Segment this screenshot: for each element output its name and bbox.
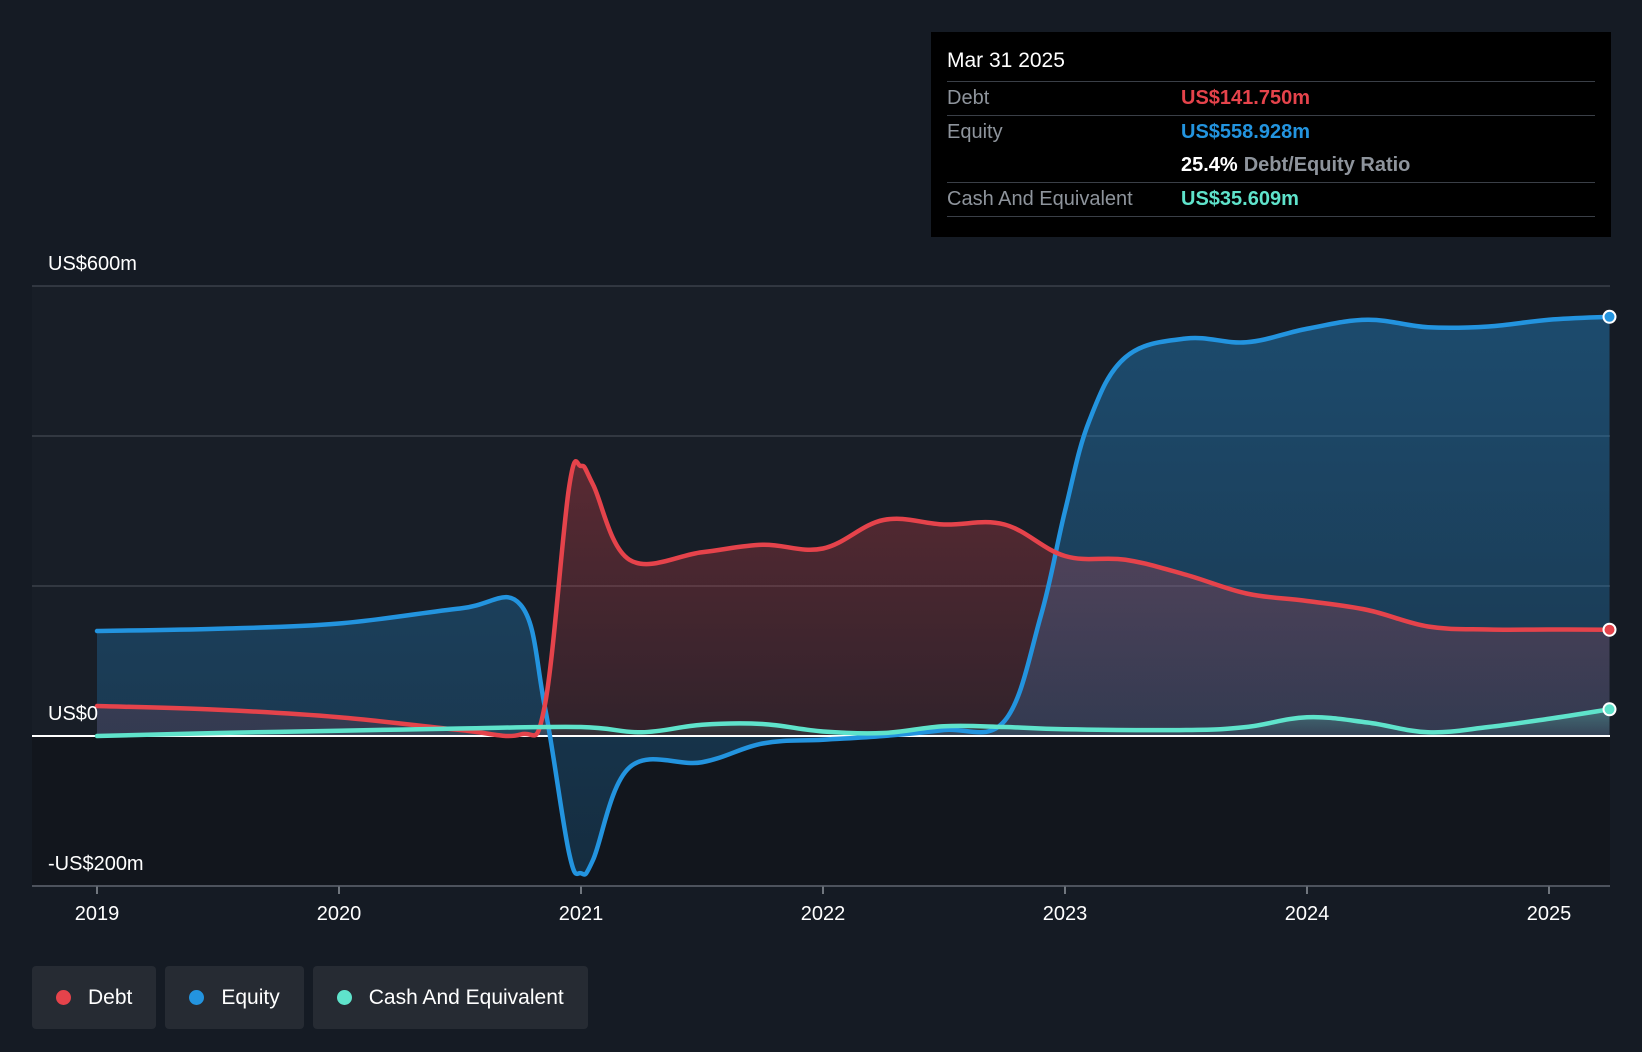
cash-line	[94, 707, 1612, 739]
tooltip-date: Mar 31 2025	[947, 49, 1065, 72]
tooltip-debt-value: US$141.750m	[1181, 87, 1310, 109]
tooltip-ratio-label: Debt/Equity Ratio	[1243, 154, 1411, 176]
legend-debt-label: Debt	[88, 985, 133, 1009]
legend-item-equity[interactable]: Equity	[165, 966, 304, 1029]
negative-region	[32, 736, 1610, 886]
tooltip-equity-row: Equity US$558.928m	[947, 115, 1595, 149]
cash-dot-icon	[336, 990, 352, 1005]
legend-item-cash[interactable]: Cash And Equivalent	[312, 966, 588, 1029]
series-lines	[94, 314, 1612, 877]
data-tooltip: Mar 31 2025 Debt US$141.750m Equity US$5…	[931, 32, 1611, 237]
series-end-markers	[1602, 309, 1617, 717]
legend-cash-label: Cash And Equivalent	[368, 985, 564, 1009]
y-tick-label-bottom: -US$200m	[48, 853, 144, 875]
y-tick-label-top: US$600m	[48, 253, 137, 275]
debt-area	[97, 461, 1610, 737]
x-tick-label: 2023	[1043, 903, 1088, 925]
tooltip-ratio-row: 25.4% Debt/Equity Ratio	[947, 149, 1595, 182]
tooltip-equity-label: Equity	[947, 121, 1003, 143]
debt-end-marker	[1602, 622, 1617, 637]
legend-equity-label: Equity	[221, 985, 280, 1009]
tooltip-debt-label: Debt	[947, 87, 990, 109]
tooltip-debt-row: Debt US$141.750m	[947, 81, 1595, 115]
x-axis-ticks: 2019 2020 2021 2022 2023 2024 2025	[32, 885, 1610, 925]
debt-line	[94, 459, 1612, 739]
y-tick-label-zero: US$0	[48, 703, 98, 725]
x-tick-label: 2020	[317, 903, 362, 925]
x-tick-label: 2022	[801, 903, 846, 925]
chart-legend: Debt Equity Cash And Equivalent	[32, 966, 588, 1029]
debt-dot-icon	[56, 990, 71, 1005]
equity-end-marker	[1602, 309, 1617, 324]
legend-item-debt[interactable]: Debt	[32, 966, 157, 1029]
tooltip-cash-value: US$35.609m	[1181, 188, 1299, 210]
x-tick-label: 2019	[75, 903, 120, 925]
tooltip-ratio-value: 25.4%	[1181, 154, 1238, 176]
x-tick-label: 2021	[559, 903, 604, 925]
x-tick-label: 2024	[1285, 903, 1330, 925]
equity-dot-icon	[189, 990, 205, 1005]
tooltip-cash-label: Cash And Equivalent	[947, 188, 1133, 210]
x-tick-label: 2025	[1527, 903, 1572, 925]
equity-line	[94, 314, 1612, 877]
cash-end-marker	[1602, 702, 1617, 717]
tooltip-equity-value: US$558.928m	[1181, 121, 1310, 143]
tooltip-cash-row: Cash And Equivalent US$35.609m	[947, 182, 1595, 217]
